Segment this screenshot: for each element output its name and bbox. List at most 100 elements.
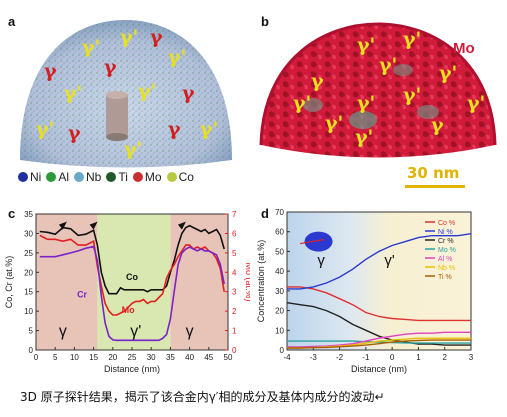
y2-tick-label-c: 2	[232, 307, 237, 316]
panel-a-dome	[20, 20, 232, 168]
region-label-d: γ'	[384, 252, 395, 269]
b-gamma-2: γ	[431, 114, 444, 136]
x-tick-label-c: 10	[70, 353, 79, 362]
a-gamma-4: γ	[182, 82, 195, 104]
y2-tick-label-c: 5	[232, 249, 237, 258]
legend-item-mo: Mo	[132, 170, 162, 184]
legend-label-d: Co %	[438, 220, 455, 227]
panel-b-dome	[259, 22, 497, 158]
panel-b-label: b	[261, 14, 269, 29]
b-gamma-prime-1: γ'	[357, 34, 376, 56]
b-gamma-prime-9: γ'	[325, 112, 344, 134]
legend-label-d: Mo %	[438, 247, 456, 254]
mo-dot-icon	[132, 172, 143, 182]
x-tick-label-c: 45	[204, 353, 213, 362]
b-gamma-1: γ	[311, 70, 324, 92]
panel-b: b Mo γ' γ' γ' γ γ' γ' γ' γ' γ' γ' γ γ'	[253, 0, 507, 200]
y-tick-label-d: 60	[275, 228, 284, 237]
y2-tick-label-c: 0	[232, 346, 237, 355]
y-axis-label-d: Concentration (at.%)	[256, 240, 266, 323]
b-gamma-prime-3: γ'	[379, 54, 398, 76]
x-tick-label-c: 25	[128, 353, 137, 362]
y-tick-label-c: 30	[24, 229, 33, 238]
b-gamma-prime-6: γ'	[357, 92, 376, 114]
al-dot-icon	[46, 172, 57, 182]
series-label-co: Co	[126, 272, 138, 282]
x-tick-label-d: 2	[442, 353, 447, 362]
y-tick-label-c: 5	[29, 327, 34, 336]
y-tick-label-d: 50	[275, 247, 284, 256]
a-gamma-prime-5: γ'	[138, 80, 157, 102]
y-tick-label-d: 0	[280, 346, 285, 355]
legend-label-d: Al %	[438, 256, 452, 263]
b-gamma-prime-7: γ'	[403, 84, 422, 106]
figure-caption: 3D 原子探针结果，揭示了该合金内γ′相的成分及基体内成分的波动↵	[20, 390, 385, 404]
x-tick-label-d: -4	[283, 353, 291, 362]
x-tick-label-c: 40	[185, 353, 194, 362]
scale-bar-label: 30 nm	[407, 164, 460, 182]
x-tick-label-c: 50	[224, 353, 233, 362]
a-gamma-prime-4: γ'	[64, 82, 83, 104]
interface-marker	[89, 221, 98, 230]
x-tick-label-c: 30	[147, 353, 156, 362]
x-tick-label-d: 0	[390, 353, 395, 362]
region-label: γ	[186, 323, 194, 340]
legend-label-d: Ni %	[438, 229, 453, 236]
a-gamma-prime-3: γ'	[168, 46, 187, 68]
a-gamma-prime-6: γ'	[36, 118, 55, 140]
b-gamma-prime-10: γ'	[355, 126, 374, 148]
inset-arrow	[300, 239, 324, 245]
series-line-co	[39, 224, 225, 295]
a-gamma-6: γ	[168, 118, 181, 140]
y-tick-label-d: 30	[275, 287, 284, 296]
legend-label-d: Ti %	[438, 274, 452, 281]
panel-c-label: c	[8, 206, 16, 221]
x-tick-label-c: 5	[53, 353, 58, 362]
y2-tick-label-c: 3	[232, 288, 237, 297]
series-line-mo	[39, 234, 225, 316]
x-tick-label-d: 3	[469, 353, 474, 362]
series-line-ni	[287, 233, 472, 290]
y-tick-label-c: 15	[24, 288, 33, 297]
y-axis-label-c: Co, Cr (at.%)	[4, 256, 14, 309]
series-line-mo	[287, 340, 471, 344]
y2-tick-label-c: 1	[232, 327, 237, 336]
region-gamma-left	[36, 214, 98, 350]
series-line-cr	[39, 245, 225, 342]
b-gamma-prime-2: γ'	[403, 28, 422, 50]
panel-c: c 0 5 10 15 20 25 30 35 40 45 50 0 5 10 15 20 25 30 35 0 1 2 3…	[0, 200, 250, 380]
x-tick-label-d: -2	[336, 353, 344, 362]
b-gamma-prime-5: γ'	[293, 92, 312, 114]
y-tick-label-d: 10	[275, 326, 284, 335]
region-label: γ	[59, 323, 67, 340]
y-tick-label-c: 20	[24, 268, 33, 277]
panel-a-label: a	[8, 14, 16, 29]
legend-item-ti: Ti	[106, 170, 128, 184]
region-label: γ'	[130, 323, 141, 340]
b-gamma-prime-8: γ'	[467, 92, 486, 114]
a-gamma-prime-7: γ'	[200, 118, 219, 140]
y-tick-label-d: 70	[275, 208, 284, 217]
ni-dot-icon	[18, 172, 28, 182]
interface-marker	[58, 221, 67, 230]
y-tick-label-c: 10	[24, 307, 33, 316]
a-gamma-1: γ	[150, 26, 163, 48]
y-tick-label-c: 35	[24, 210, 33, 219]
a-gamma-3: γ	[104, 56, 117, 78]
y-tick-label-c: 0	[29, 346, 34, 355]
y-tick-label-c: 25	[24, 249, 33, 258]
series-label-mo: Mo	[122, 305, 135, 315]
a-gamma-5: γ	[68, 122, 81, 144]
y-tick-label-d: 20	[275, 307, 284, 316]
a-gamma-prime-1: γ'	[82, 36, 101, 58]
panel-a: a γ' γ' γ γ γ γ' γ' γ' γ γ' γ γ γ' γ'	[0, 0, 250, 200]
x-axis-label-c: Distance (nm)	[104, 364, 160, 374]
x-tick-label-c: 20	[108, 353, 117, 362]
y2-axis-label-c: Mo (at.%)	[244, 262, 250, 301]
y2-tick-label-c: 7	[232, 210, 237, 219]
plot-frame-d	[286, 211, 472, 351]
b-gamma-prime-4: γ'	[439, 62, 458, 84]
b-mo-label: Mo	[453, 40, 475, 57]
y2-tick-label-c: 6	[232, 229, 237, 238]
